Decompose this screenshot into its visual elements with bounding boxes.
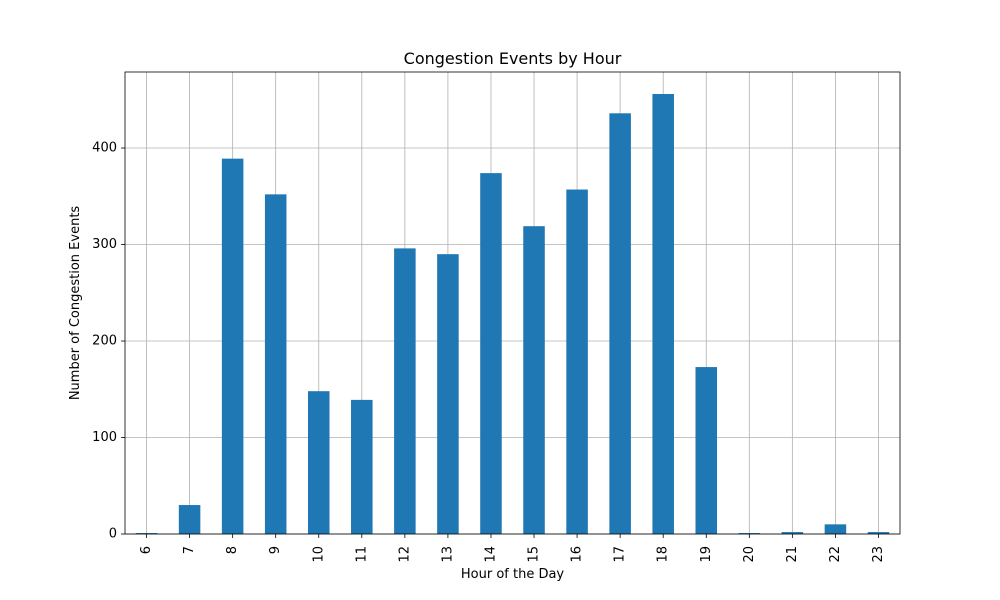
x-tick-label: 12 bbox=[397, 546, 412, 563]
bar-hour-13 bbox=[437, 254, 459, 534]
bar-hour-12 bbox=[394, 248, 416, 534]
chart-title: Congestion Events by Hour bbox=[404, 49, 622, 68]
plot-area bbox=[125, 72, 900, 534]
x-tick-label: 6 bbox=[139, 546, 154, 554]
x-tick-label: 19 bbox=[699, 546, 714, 563]
bar-hour-20 bbox=[738, 533, 761, 534]
y-tick-label: 200 bbox=[92, 334, 117, 349]
bar-hour-23 bbox=[867, 532, 890, 534]
bar-hour-11 bbox=[351, 399, 373, 534]
y-tick-label: 100 bbox=[92, 430, 117, 445]
y-tick-label: 0 bbox=[109, 527, 117, 542]
bar-hour-7 bbox=[178, 505, 201, 534]
y-axis-label: Number of Congestion Events bbox=[68, 206, 83, 401]
x-tick-label: 16 bbox=[570, 546, 585, 563]
bars-layer bbox=[135, 94, 890, 535]
bar-hour-14 bbox=[480, 173, 502, 534]
bar-hour-19 bbox=[695, 367, 718, 534]
x-tick-label: 20 bbox=[742, 546, 757, 563]
x-tick-label: 11 bbox=[354, 546, 369, 563]
x-tick-label: 14 bbox=[483, 546, 498, 563]
x-axis-label: Hour of the Day bbox=[461, 567, 565, 582]
bar-hour-18 bbox=[652, 94, 674, 534]
bar-hour-15 bbox=[523, 226, 545, 534]
bar-hour-16 bbox=[566, 189, 588, 535]
x-tick-label: 7 bbox=[182, 546, 197, 554]
y-tick-label: 400 bbox=[92, 141, 117, 156]
bar-hour-9 bbox=[264, 194, 287, 534]
x-tick-label: 8 bbox=[225, 546, 240, 554]
x-tick-label: 10 bbox=[311, 546, 326, 563]
axes-frame bbox=[124, 71, 901, 535]
x-tick-label: 23 bbox=[871, 546, 886, 563]
bar-hour-17 bbox=[609, 113, 631, 534]
ticks-layer: 6 7 8 9 10 11 12 13 14 15 16 17 18 19 20 21 22 23 0 100 200 3… bbox=[92, 141, 886, 563]
x-tick-label: 22 bbox=[828, 546, 843, 563]
x-tick-label: 21 bbox=[785, 546, 800, 563]
bar-hour-22 bbox=[824, 524, 847, 534]
x-tick-label: 18 bbox=[656, 546, 671, 563]
bar-hour-6 bbox=[135, 533, 158, 534]
x-tick-label: 15 bbox=[527, 546, 542, 563]
x-tick-label: 13 bbox=[440, 546, 455, 563]
x-tick-label: 9 bbox=[268, 546, 283, 554]
bar-hour-21 bbox=[781, 532, 804, 534]
bar-hour-8 bbox=[221, 158, 244, 535]
bar-hour-10 bbox=[307, 391, 330, 534]
y-tick-label: 300 bbox=[92, 237, 117, 252]
x-tick-label: 17 bbox=[613, 546, 628, 563]
